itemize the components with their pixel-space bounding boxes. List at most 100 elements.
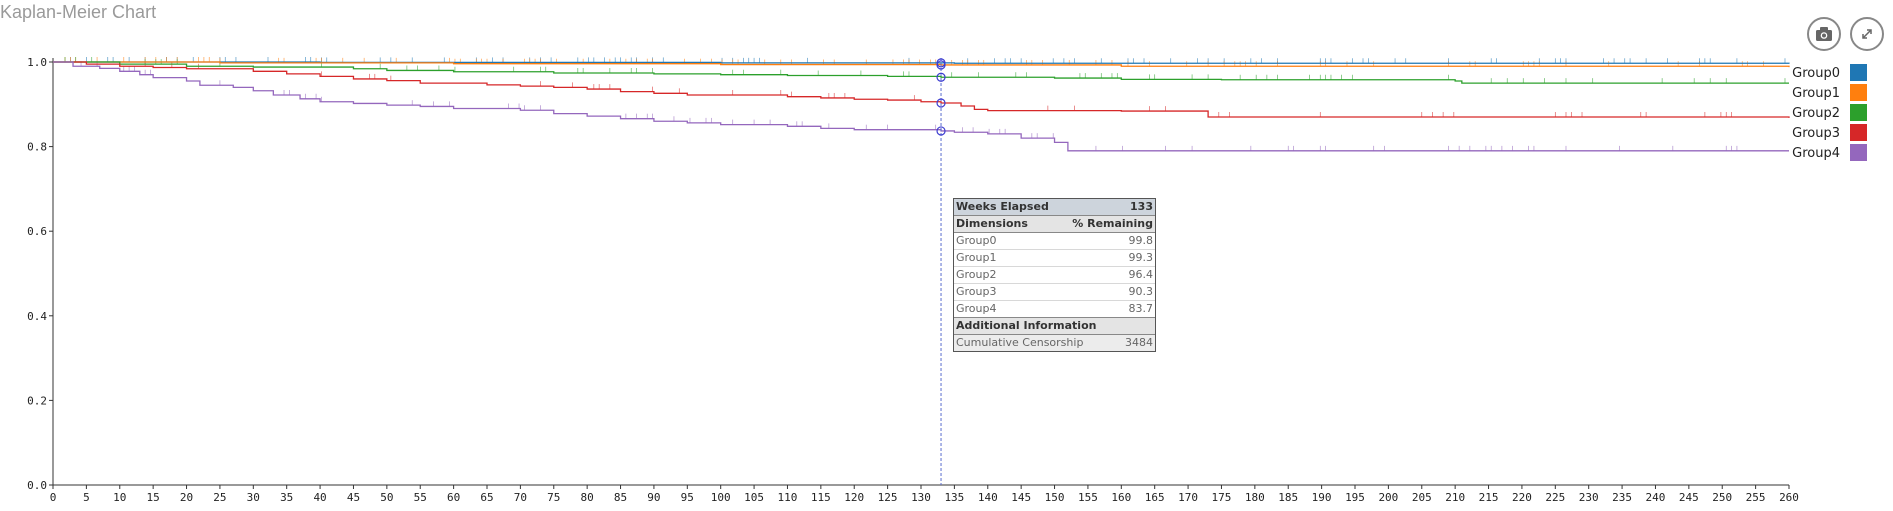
x-tick-label: 10 [113,491,126,504]
censor-marks [64,57,1786,151]
tooltip-row: Group1 99.3 [954,250,1155,267]
x-tick-label: 5 [83,491,90,504]
x-tick-label: 185 [1278,491,1298,504]
hover-point [936,126,946,136]
tooltip-row-value: 96.4 [1128,268,1154,281]
x-tick-label: 25 [213,491,226,504]
tooltip-row-value: 99.8 [1128,234,1154,247]
x-tick-label: 20 [180,491,193,504]
tooltip-row-label: Group1 [956,251,997,264]
series-lines [53,61,1790,152]
y-tick-label: 0.4 [27,310,47,323]
tooltip-dimensions-header: Dimensions % Remaining [954,216,1155,233]
x-tick-label: 145 [1011,491,1031,504]
tooltip-row-label: Group2 [956,268,997,281]
x-tick-label: 30 [247,491,260,504]
tooltip-row: Group4 83.7 [954,301,1155,318]
data-tooltip: Weeks Elapsed 133 Dimensions % Remaining… [953,198,1156,352]
x-tick-label: 195 [1345,491,1365,504]
tooltip-row-label: Group0 [956,234,997,247]
x-tick-label: 40 [313,491,326,504]
x-tick-label: 50 [380,491,393,504]
x-tick-label: 260 [1779,491,1799,504]
legend-label: Group0 [1792,66,1840,81]
x-tick-label: 235 [1612,491,1632,504]
tooltip-header: Weeks Elapsed 133 [954,199,1155,216]
x-tick-label: 65 [480,491,493,504]
tooltip-row-value: 83.7 [1128,302,1154,315]
x-tick-label: 160 [1111,491,1131,504]
legend-label: Group4 [1792,146,1840,161]
tooltip-dimensions-value: % Remaining [1072,217,1153,230]
legend-item-group3[interactable]: Group3 [1792,124,1867,141]
x-tick-label: 45 [347,491,360,504]
x-tick-label: 180 [1245,491,1265,504]
axes: 0 5 10 15 20 25 30 35 40 45 50 55 60 65 70 75 80 85 90 95 10… [27,56,1799,504]
legend-item-group2[interactable]: Group2 [1792,104,1867,121]
legend-label: Group2 [1792,106,1840,121]
tooltip-row-label: Group4 [956,302,997,315]
hover-point [936,98,946,108]
tooltip-row-value: 99.3 [1128,251,1154,264]
tooltip-header-label: Weeks Elapsed [956,200,1049,213]
tooltip-header-value: 133 [1130,200,1153,213]
x-tick-label: 230 [1579,491,1599,504]
x-tick-label: 120 [844,491,864,504]
x-tick-label: 80 [581,491,594,504]
x-tick-label: 85 [614,491,627,504]
series-line-group4 [53,61,1789,152]
x-tick-label: 55 [414,491,427,504]
page-title: Kaplan-Meier Chart [0,2,157,22]
x-tick-label: 70 [514,491,527,504]
tooltip-additional-header: Additional Information [954,318,1155,335]
tooltip-row: Group3 90.3 [954,284,1155,301]
x-tick-label: 110 [778,491,798,504]
x-tick-label: 75 [547,491,560,504]
x-tick-label: 155 [1078,491,1098,504]
x-tick-label: 255 [1746,491,1766,504]
x-tick-label: 0 [50,491,57,504]
x-tick-label: 115 [811,491,831,504]
x-tick-label: 225 [1545,491,1565,504]
x-tick-label: 250 [1712,491,1732,504]
camera-button[interactable] [1807,17,1841,51]
x-tick-label: 35 [280,491,293,504]
y-tick-label: 0.0 [27,479,47,492]
series-line-group3 [53,61,1790,118]
legend-item-group1[interactable]: Group1 [1792,84,1867,101]
legend-swatch [1850,104,1867,121]
tooltip-cumulative-value: 3484 [1125,336,1153,349]
tooltip-row-label: Group3 [956,285,997,298]
hover-guide [936,58,946,485]
tooltip-dimensions-label: Dimensions [956,217,1028,230]
expand-button[interactable] [1850,17,1884,51]
legend-swatch [1850,144,1867,161]
x-tick-label: 205 [1412,491,1432,504]
tooltip-cumulative-row: Cumulative Censorship 3484 [954,335,1155,351]
legend-swatch [1850,84,1867,101]
series-line-group1 [53,61,1790,68]
legend-item-group4[interactable]: Group4 [1792,144,1867,161]
x-tick-label: 135 [944,491,964,504]
x-tick-label: 130 [911,491,931,504]
x-tick-label: 240 [1646,491,1666,504]
x-tick-label: 125 [878,491,898,504]
legend-label: Group1 [1792,86,1840,101]
x-tick-label: 100 [711,491,731,504]
hover-point [936,60,946,70]
x-tick-label: 105 [744,491,764,504]
x-tick-label: 140 [978,491,998,504]
x-tick-label: 95 [681,491,694,504]
expand-icon [1862,29,1872,39]
x-tick-label: 190 [1312,491,1332,504]
camera-icon [1816,27,1832,41]
tooltip-row: Group0 99.8 [954,233,1155,250]
legend-item-group0[interactable]: Group0 [1792,64,1867,81]
tooltip-cumulative-label: Cumulative Censorship [956,336,1084,349]
tooltip-row: Group2 96.4 [954,267,1155,284]
x-tick-label: 200 [1378,491,1398,504]
y-tick-label: 0.6 [27,225,47,238]
x-tick-label: 175 [1212,491,1232,504]
x-tick-label: 215 [1479,491,1499,504]
